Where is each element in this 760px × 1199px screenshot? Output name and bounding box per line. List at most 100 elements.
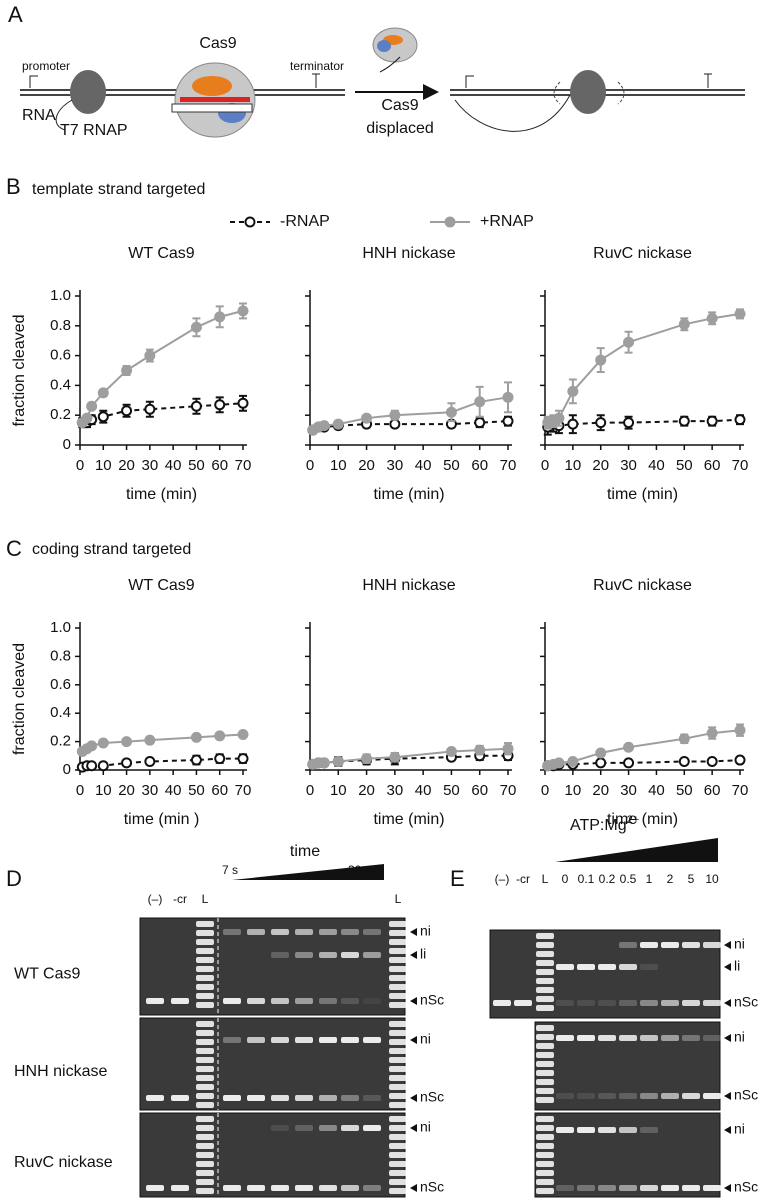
band [196, 939, 214, 945]
data-point [97, 387, 109, 399]
x-axis-label: time (min) [607, 486, 678, 503]
data-point [706, 415, 718, 427]
band [536, 1034, 554, 1040]
data-point [623, 417, 635, 429]
band [196, 1170, 214, 1176]
x-tick-label: 30 [620, 782, 637, 799]
band [598, 964, 616, 970]
x-tick-label: 40 [165, 782, 182, 799]
band [196, 1152, 214, 1158]
subtitle: template strand targeted [32, 181, 205, 198]
label: displaced [366, 120, 434, 137]
x-tick-label: 10 [95, 782, 112, 799]
band [640, 1185, 658, 1191]
y-tick-label: 1.0 [50, 619, 71, 636]
band [319, 952, 337, 958]
band [389, 984, 407, 990]
band [146, 1185, 164, 1191]
data-point [237, 305, 249, 317]
band [363, 1185, 381, 1191]
band [196, 1116, 214, 1122]
band-label: nSc [734, 994, 758, 1010]
band [536, 1061, 554, 1067]
lane-label: L [395, 892, 402, 906]
label: terminator [290, 59, 344, 73]
band-label: ni [420, 923, 431, 939]
lane-label: 10 [705, 872, 719, 886]
y-tick-label: 0.2 [50, 406, 71, 423]
data-point [502, 391, 514, 403]
band [389, 993, 407, 999]
band [389, 1188, 407, 1194]
data-point [734, 754, 746, 766]
x-tick-label: 0 [306, 782, 314, 799]
lane-label: 2 [667, 872, 674, 886]
label: T7 RNAP [60, 122, 128, 139]
band [146, 998, 164, 1004]
y-tick-label: 0.8 [50, 647, 71, 664]
gradient-wedge [555, 838, 718, 862]
band [389, 930, 407, 936]
series-line [82, 757, 243, 769]
band [389, 1161, 407, 1167]
chart-title: HNH nickase [362, 245, 455, 262]
x-tick-label: 50 [188, 782, 205, 799]
band [196, 984, 214, 990]
data-point [595, 757, 607, 769]
data-point [678, 733, 690, 745]
x-tick-label: 30 [620, 457, 637, 474]
data-point [144, 403, 156, 415]
data-point [237, 397, 249, 409]
band-label: li [420, 946, 426, 962]
x-tick-label: 70 [235, 782, 252, 799]
band-label: ni [734, 1029, 745, 1045]
band [271, 998, 289, 1004]
gel [139, 1112, 406, 1198]
band [536, 1070, 554, 1076]
data-point [361, 753, 373, 765]
chart-title: WT Cas9 [128, 245, 194, 262]
x-tick-label: 70 [732, 457, 749, 474]
band [341, 952, 359, 958]
series-line [547, 759, 741, 767]
lane-label: 0.2 [599, 872, 616, 886]
gel [534, 1112, 721, 1198]
band [556, 1093, 574, 1099]
band [536, 1152, 554, 1158]
band [271, 1125, 289, 1131]
data-point [595, 354, 607, 366]
subtitle: coding strand targeted [32, 541, 191, 558]
band [295, 1125, 313, 1131]
x-tick-label: 20 [118, 457, 135, 474]
band [703, 1000, 721, 1006]
band [171, 1095, 189, 1101]
band [536, 1143, 554, 1149]
band [389, 1116, 407, 1122]
data-point [121, 365, 133, 376]
band [247, 998, 265, 1004]
band [536, 969, 554, 975]
band [536, 1188, 554, 1194]
data-point [474, 744, 486, 756]
x-tick-label: 30 [142, 457, 159, 474]
x-tick-label: 20 [358, 457, 375, 474]
band-label: ni [734, 1121, 745, 1137]
y-axis-label: fraction cleaved [11, 643, 28, 755]
band [556, 1000, 574, 1006]
lane-label: (–) [495, 872, 510, 886]
band [536, 960, 554, 966]
band [640, 964, 658, 970]
data-point [623, 741, 635, 753]
x-tick-label: 60 [704, 457, 721, 474]
data-point [567, 418, 579, 430]
band [661, 1185, 679, 1191]
band [389, 1093, 407, 1099]
band [223, 929, 241, 935]
lane-label: 0.1 [578, 872, 595, 886]
band [536, 1043, 554, 1049]
lane-label: -cr [173, 892, 187, 906]
band [319, 1095, 337, 1101]
lane-label: L [542, 872, 549, 886]
band [319, 998, 337, 1004]
data-point [86, 740, 98, 752]
